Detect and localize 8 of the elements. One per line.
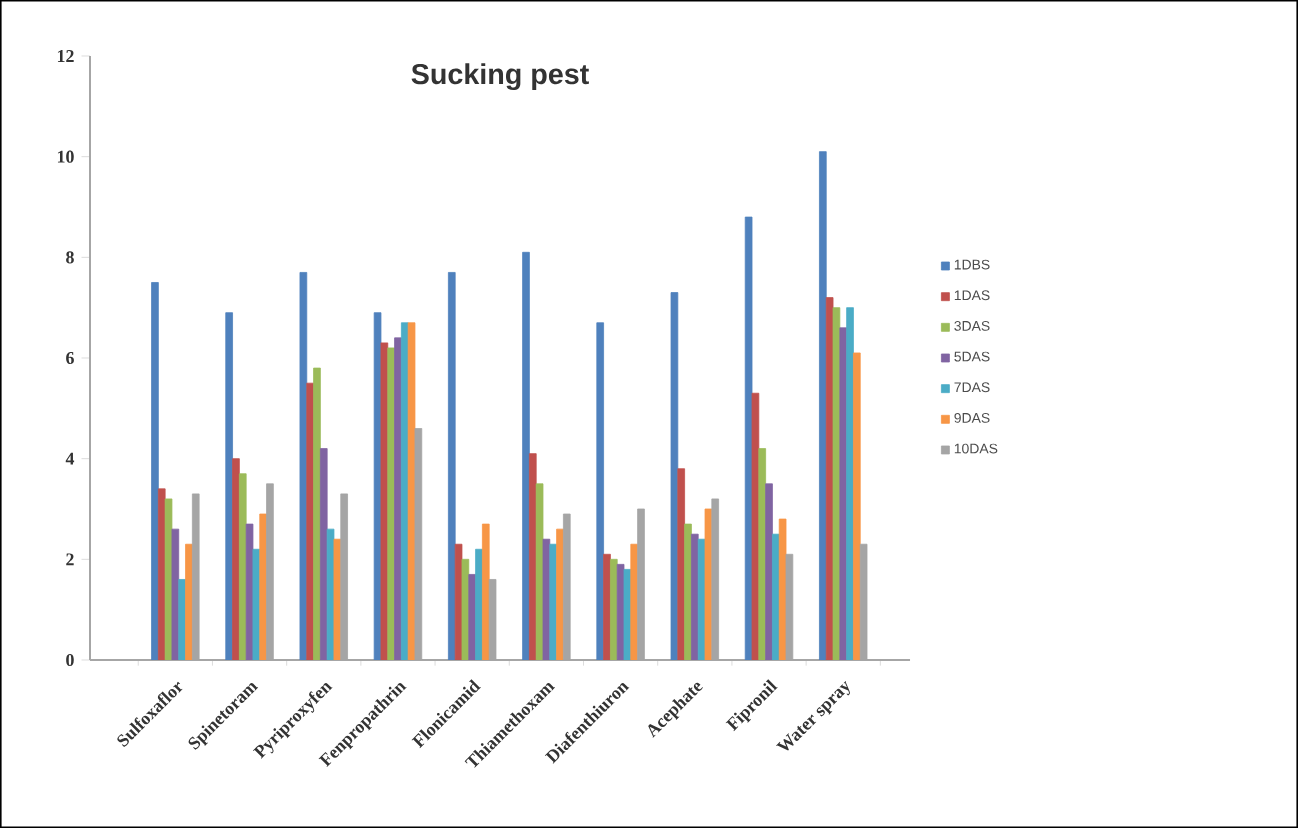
y-tick-label: 6 (66, 351, 74, 365)
y-tick-label: 8 (66, 251, 74, 264)
y-tick-label: 4 (65, 452, 75, 465)
y-tick-label: 0 (66, 653, 74, 667)
y-tick-label: 10 (57, 150, 74, 163)
chart-title: Sucking pest (411, 63, 589, 91)
y-tick-label: 2 (66, 553, 74, 566)
y-tick-label: 12 (57, 50, 74, 62)
